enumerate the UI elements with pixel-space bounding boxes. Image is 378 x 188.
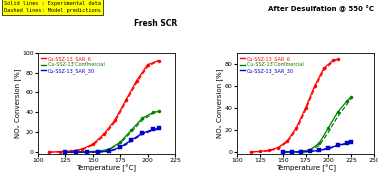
Legend: Cu-SSZ-13_SAR_6, Cu-SSZ-13 Commercial, Cu-SSZ-13_SAR_30: Cu-SSZ-13_SAR_6, Cu-SSZ-13 Commercial, C…	[40, 55, 105, 75]
Text: Fresh SCR: Fresh SCR	[135, 19, 178, 28]
Y-axis label: NOₓ Conversion [%]: NOₓ Conversion [%]	[217, 69, 223, 138]
Legend: Cu-SSZ-13_SAR_6, Cu-SSZ-13 Commercial, Cu-SSZ-13_SAR_30: Cu-SSZ-13_SAR_6, Cu-SSZ-13 Commercial, C…	[239, 55, 304, 75]
Text: After Desulfation @ 550 °C: After Desulfation @ 550 °C	[268, 6, 374, 13]
X-axis label: Temperature [°C]: Temperature [°C]	[76, 165, 136, 172]
X-axis label: Temperature [°C]: Temperature [°C]	[276, 165, 336, 172]
Text: Solid lines : Experimental data
Dashed lines: Model predictions: Solid lines : Experimental data Dashed l…	[4, 1, 101, 13]
Y-axis label: NOₓ Conversion [%]: NOₓ Conversion [%]	[14, 69, 21, 138]
